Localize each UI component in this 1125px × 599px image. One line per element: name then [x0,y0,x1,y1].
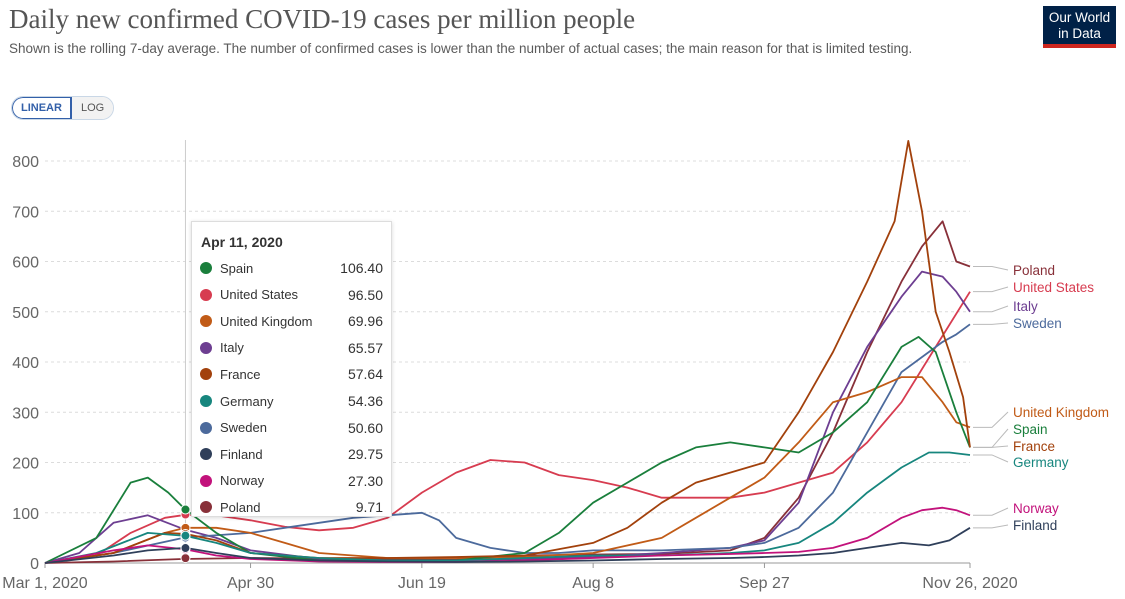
tooltip-row-poland: Poland 9.71 [200,497,383,517]
tooltip-row-italy: Italy 65.57 [200,338,383,358]
tooltip-value: 27.30 [347,472,383,489]
y-tick-label: 500 [12,305,39,322]
y-tick-label: 300 [12,405,39,422]
logo-line-1: Our World [1048,10,1111,25]
legend-dot-icon [200,448,212,461]
y-tick-label: 400 [12,355,39,372]
legend-dot-icon [200,474,212,487]
series-line-spain [44,336,971,564]
label-connector [973,266,1009,271]
hover-dot [180,543,191,554]
label-connector [973,428,1009,448]
tooltip-country: United Kingdom [220,313,313,329]
y-tick-label: 700 [12,204,39,221]
end-label-germany: Germany [1013,455,1069,470]
label-connector [973,322,1009,325]
series-line-italy [44,270,971,564]
series-line-united-states [44,291,971,564]
end-label-united-kingdom: United Kingdom [1013,405,1109,420]
tooltip-country: Norway [220,473,265,489]
label-connector [973,445,1009,448]
tooltip-value: 57.64 [347,366,383,383]
legend-dot-icon [200,395,212,407]
x-tick-label: Mar 1, 2020 [2,575,87,592]
label-connector [973,454,1009,463]
legend-dot-icon [200,368,212,381]
legend-dot-icon [200,421,212,434]
tooltip-row-germany: Germany 54.36 [200,391,383,411]
tooltip-country: United States [220,287,299,303]
tooltip-row-united-kingdom: United Kingdom 69.96 [200,311,383,331]
tooltip-value: 54.36 [347,393,383,409]
tooltip-value: 69.96 [347,313,383,330]
end-label-finland: Finland [1013,518,1057,533]
tooltip-value: 106.40 [340,260,383,276]
label-connector [973,524,1009,529]
tooltip-value: 50.60 [347,419,383,436]
scale-toggle: LINEAR LOG [11,96,115,120]
tooltip-country: Spain [220,260,254,276]
chart-subtitle: Shown is the rolling 7-day average. The … [9,41,913,56]
x-tick-label: Aug 8 [572,575,614,592]
y-tick-label: 100 [12,506,39,523]
tooltip-country: France [220,366,261,382]
tooltip-row-spain: Spain 106.40 [200,258,383,278]
tooltip-country: Italy [220,340,244,356]
tooltip-value: 65.57 [347,339,383,356]
tooltip-row-sweden: Sweden 50.60 [200,418,383,438]
legend-dot-icon [200,315,212,328]
tooltip-row-united-states: United States 96.50 [200,285,383,305]
label-connector [973,286,1009,293]
end-label-norway: Norway [1013,501,1059,516]
tooltip-date: Apr 11, 2020 [201,234,283,250]
y-tick-label: 800 [12,154,39,171]
x-tick-label: Nov 26, 2020 [922,575,1017,592]
x-tick-label: Jun 19 [398,575,446,592]
label-connector [973,305,1009,313]
legend-dot-icon [200,341,212,354]
legend-dot-icon [200,288,212,301]
tooltip-country: Finland [220,446,263,462]
end-label-italy: Italy [1013,299,1038,314]
series-line-finland [44,527,971,564]
tooltip-row-norway: Norway 27.30 [200,471,383,491]
y-tick-label: 0 [30,556,39,573]
x-tick-label: Sep 27 [739,575,790,592]
series-line-germany [44,451,971,564]
hover-dot [180,530,191,541]
log-scale-button[interactable]: LOG [71,97,114,119]
tooltip-row-france: France 57.64 [200,364,383,384]
x-tick-label: Apr 30 [227,575,274,592]
chart-title: Daily new confirmed COVID-19 cases per m… [9,4,636,34]
tooltip-country: Poland [220,499,261,515]
hover-tooltip: Apr 11, 2020 Spain 106.40 United States 96.… [191,221,392,517]
series-line-france [44,140,971,564]
y-tick-label: 200 [12,456,39,473]
label-connector [973,507,1009,516]
tooltip-country: Sweden [220,420,267,436]
tooltip-value: 9.71 [355,499,383,516]
legend-dot-icon [200,262,212,274]
end-label-sweden: Sweden [1013,316,1062,331]
logo-line-2: in Data [1058,26,1101,41]
y-tick-label: 600 [12,255,39,272]
hover-dot [180,553,191,564]
tooltip-value: 96.50 [347,286,383,303]
linear-scale-button[interactable]: LINEAR [12,97,72,119]
tooltip-value: 29.75 [347,446,383,463]
owid-logo[interactable]: Our World in Data [1043,6,1116,48]
end-label-spain: Spain [1013,422,1048,437]
tooltip-row-finland: Finland 29.75 [200,444,383,464]
tooltip-country: Germany [220,393,274,409]
label-connector [973,411,1009,428]
legend-dot-icon [200,501,212,514]
end-label-poland: Poland [1013,263,1055,278]
series-line-norway [44,506,971,564]
end-label-united-states: United States [1013,280,1094,295]
end-label-france: France [1013,439,1055,454]
hover-dot [180,504,191,515]
series-line-united-kingdom [44,376,971,564]
